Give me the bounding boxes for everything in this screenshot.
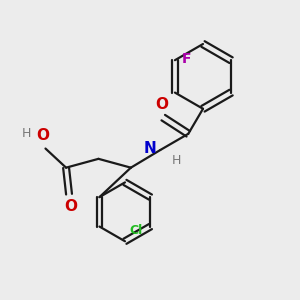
Text: O: O	[64, 200, 77, 214]
Text: Cl: Cl	[129, 224, 142, 238]
Text: H: H	[172, 154, 181, 166]
Text: N: N	[144, 141, 157, 156]
Text: H: H	[22, 127, 31, 140]
Text: O: O	[155, 97, 168, 112]
Text: F: F	[182, 52, 191, 66]
Text: O: O	[37, 128, 50, 143]
